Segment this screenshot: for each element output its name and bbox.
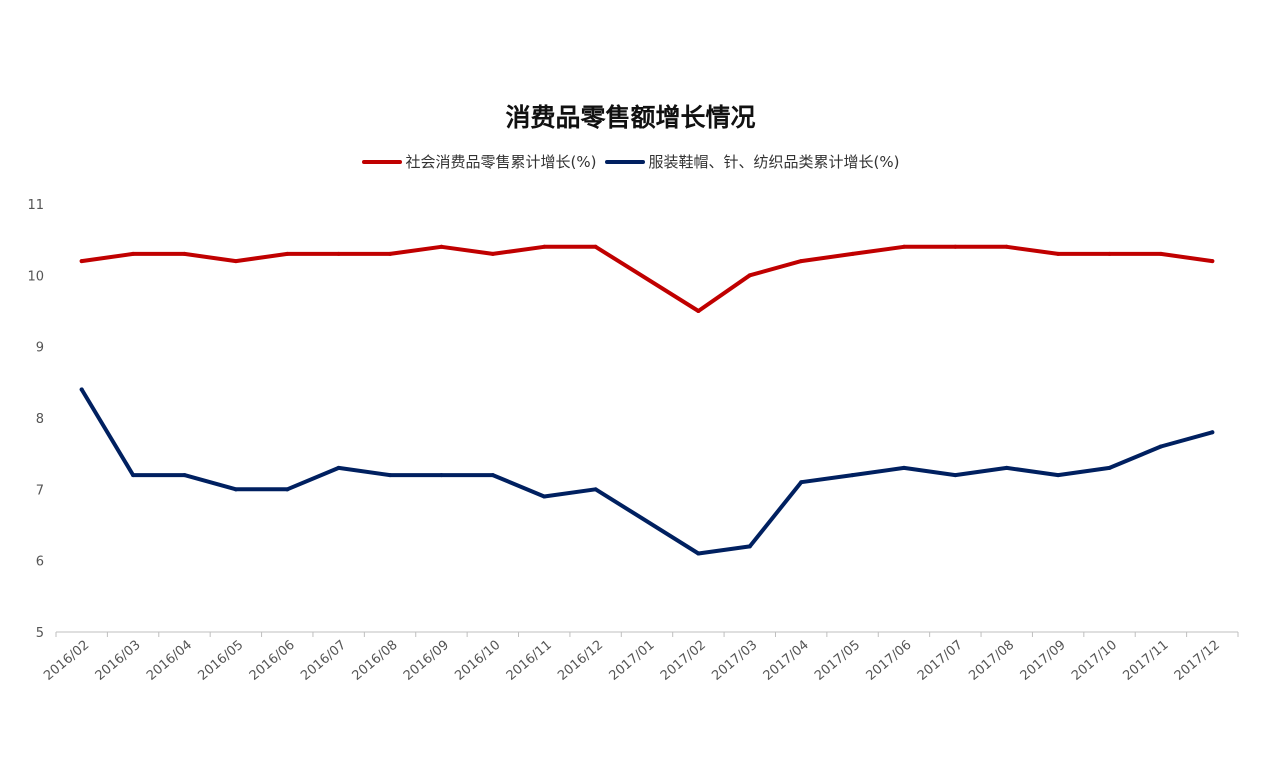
data-point-retail-sales (233, 259, 238, 264)
data-point-retail-sales (131, 251, 136, 256)
x-tick-label: 2017/10 (1069, 638, 1120, 684)
x-tick-label: 2017/01 (607, 638, 658, 684)
data-point-apparel (1158, 444, 1163, 449)
x-tick-label: 2017/12 (1172, 638, 1223, 684)
y-tick-label: 7 (36, 483, 44, 498)
data-point-apparel (233, 487, 238, 492)
series-line-apparel (79, 387, 1215, 556)
data-point-apparel (79, 387, 84, 392)
legend-label-apparel: 服装鞋帽、针、纺织品类累计增长(%) (648, 153, 900, 171)
x-tick-label: 2017/08 (966, 638, 1017, 684)
series-line-retail-sales (79, 244, 1215, 313)
x-tick-label: 2016/02 (41, 638, 92, 684)
data-point-retail-sales (850, 251, 855, 256)
data-point-retail-sales (1004, 244, 1009, 249)
data-point-retail-sales (1107, 251, 1112, 256)
data-point-retail-sales (490, 251, 495, 256)
chart-legend: 社会消费品零售累计增长(%) 服装鞋帽、针、纺织品类累计增长(%) (0, 151, 1261, 172)
y-tick-label: 9 (36, 341, 44, 356)
y-tick-label: 8 (36, 412, 44, 427)
data-point-retail-sales (1056, 251, 1061, 256)
data-point-apparel (901, 465, 906, 470)
data-point-retail-sales (285, 251, 290, 256)
data-point-retail-sales (696, 309, 701, 313)
x-tick-label: 2016/12 (555, 638, 606, 684)
x-tick-label: 2017/09 (1018, 638, 1069, 684)
data-point-apparel (131, 473, 136, 478)
x-tick-label: 2016/06 (247, 638, 298, 684)
data-point-retail-sales (388, 251, 393, 256)
x-tick-label: 2016/08 (350, 638, 401, 684)
data-point-apparel (182, 473, 187, 478)
chart-title: 消费品零售额增长情况 (505, 103, 756, 132)
x-tick-label: 2016/05 (195, 638, 246, 684)
data-point-apparel (696, 551, 701, 556)
data-point-apparel (388, 473, 393, 478)
x-tick-label: 2017/11 (1120, 638, 1171, 684)
x-tick-label: 2017/06 (864, 638, 915, 684)
data-point-retail-sales (182, 251, 187, 256)
legend-swatch-retail-sales (361, 159, 402, 164)
legend-swatch-apparel (604, 159, 645, 164)
data-point-apparel (490, 473, 495, 478)
y-tick-label: 10 (27, 269, 44, 284)
x-tick-label: 2016/10 (452, 638, 503, 684)
data-point-apparel (1056, 473, 1061, 478)
x-tick-label: 2017/03 (709, 638, 760, 684)
data-point-apparel (1004, 465, 1009, 470)
data-point-apparel (953, 473, 958, 478)
data-point-retail-sales (79, 259, 84, 264)
data-point-retail-sales (799, 259, 804, 264)
x-tick-label: 2016/11 (504, 638, 555, 684)
data-point-apparel (850, 473, 855, 478)
x-tick-label: 2017/07 (915, 638, 966, 684)
data-point-retail-sales (439, 244, 444, 249)
data-point-retail-sales (542, 244, 547, 249)
legend-label-retail-sales: 社会消费品零售累计增长(%) (405, 153, 597, 171)
x-tick-label: 2016/03 (93, 638, 144, 684)
x-tick-label: 2016/07 (298, 638, 349, 684)
data-point-retail-sales (336, 251, 341, 256)
y-tick-label: 5 (36, 626, 44, 641)
data-point-retail-sales (901, 244, 906, 249)
data-point-apparel (799, 480, 804, 485)
x-tick-label: 2016/09 (401, 638, 452, 684)
data-point-retail-sales (747, 273, 752, 278)
data-point-apparel (593, 487, 598, 492)
y-tick-label: 11 (27, 198, 44, 213)
x-tick-label: 2017/05 (812, 638, 863, 684)
data-point-retail-sales (1210, 259, 1215, 264)
legend-item-retail-sales: 社会消费品零售累计增长(%) (361, 151, 597, 172)
data-point-apparel (1107, 465, 1112, 470)
data-point-apparel (336, 465, 341, 470)
data-point-retail-sales (953, 244, 958, 249)
data-point-retail-sales (1158, 251, 1163, 256)
data-point-apparel (1210, 430, 1215, 435)
x-tick-label: 2017/04 (761, 638, 812, 684)
legend-item-apparel: 服装鞋帽、针、纺织品类累计增长(%) (604, 151, 900, 172)
data-point-apparel (747, 544, 752, 549)
x-tick-label: 2016/04 (144, 638, 195, 684)
data-point-apparel (285, 487, 290, 492)
y-tick-label: 6 (36, 555, 44, 570)
x-tick-label: 2017/02 (658, 638, 709, 684)
data-point-apparel (542, 494, 547, 499)
data-point-apparel (439, 473, 444, 478)
data-point-retail-sales (593, 244, 598, 249)
